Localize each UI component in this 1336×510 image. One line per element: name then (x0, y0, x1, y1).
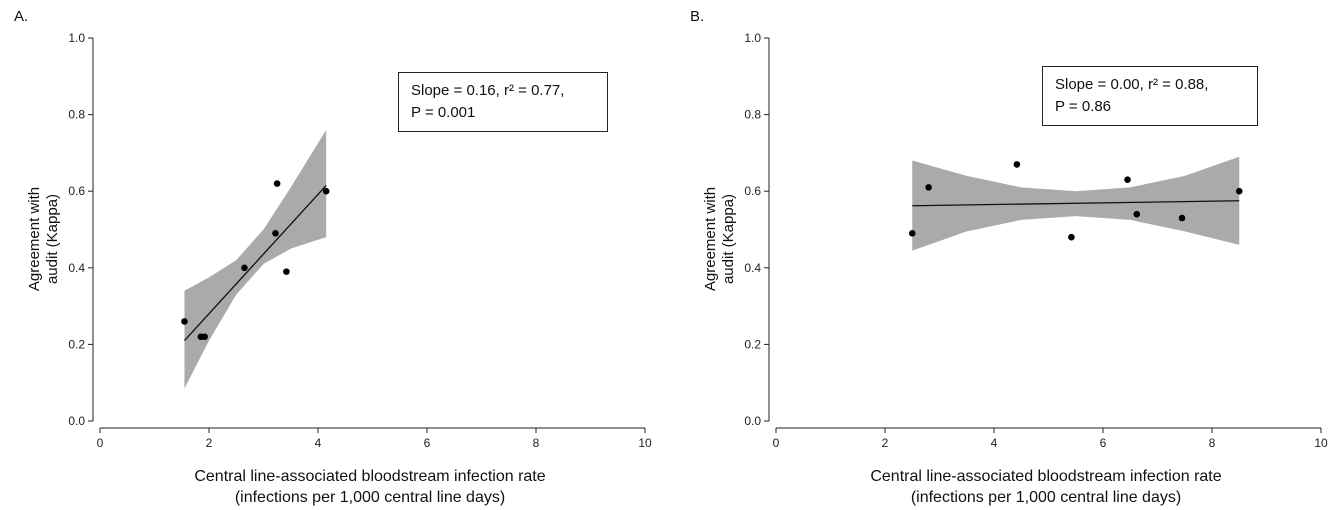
y-tick-label: 0.8 (744, 108, 761, 122)
x-tick-label: 0 (773, 436, 780, 450)
x-axis-label: Central line-associated bloodstream infe… (776, 466, 1316, 508)
y-tick-label: 0.4 (68, 261, 85, 275)
y-axis-label-line1: Agreement with (26, 186, 43, 292)
stats-line2: P = 0.86 (1055, 98, 1112, 115)
data-point (1133, 210, 1141, 218)
y-tick-label: 0.4 (744, 261, 761, 275)
x-axis-label-line1: Central line-associated bloodstream infe… (870, 468, 1222, 485)
x-tick-label: 0 (97, 436, 104, 450)
y-tick-label: 0.8 (68, 108, 85, 122)
x-tick-label: 6 (424, 436, 431, 450)
x-tick-label: 4 (315, 436, 322, 450)
y-axis-label-line2: audit (Kappa) (44, 193, 61, 285)
data-point (1235, 187, 1243, 195)
stats-line2: P = 0.001 (411, 104, 476, 121)
y-tick-label: 0.2 (68, 337, 85, 351)
x-axis-label-line2: (infections per 1,000 central line days) (910, 489, 1182, 506)
plot-svg: 0.0 0.2 0.4 0.6 0.8 1.0 0 2 4 6 8 10 (744, 31, 1328, 450)
y-tick-label: 1.0 (744, 31, 761, 45)
data-point (908, 230, 916, 237)
x-tick-label: 10 (638, 436, 652, 450)
x-axis-label-line1: Central line-associated bloodstream infe… (194, 468, 546, 485)
x-axis-label: Central line-associated bloodstream infe… (100, 466, 640, 508)
data-point (283, 268, 290, 275)
panel-label: A. (14, 8, 29, 25)
y-tick-label: 0.2 (744, 337, 761, 351)
data-point (322, 187, 330, 195)
stats-line1: Slope = 0.16, r² = 0.77, (411, 82, 565, 99)
data-point (201, 333, 208, 341)
x-tick-label: 4 (991, 436, 998, 450)
data-point (925, 184, 932, 191)
data-point (1068, 233, 1075, 241)
y-tick-label: 1.0 (68, 31, 85, 45)
x-tick-label: 10 (1314, 436, 1328, 450)
fit-line (183, 185, 327, 342)
data-point (272, 230, 279, 237)
data-point (273, 180, 281, 187)
stats-annotation: Slope = 0.16, r² = 0.77, P = 0.001 (398, 72, 608, 132)
y-tick-label: 0.6 (744, 184, 761, 198)
y-axis-label-line1: Agreement with (702, 186, 719, 292)
x-tick-label: 8 (1209, 436, 1216, 450)
panel-b: B. 0.0 0.2 0.4 0.6 0.8 1.0 0 2 4 6 8 10 Agreement w… (676, 0, 1336, 510)
panel-a: A. 0.0 0.2 0.4 0.6 0.8 1.0 0 2 4 6 8 10 Agreement w… (14, 8, 652, 508)
x-tick-label: 8 (533, 436, 540, 450)
data-point (1013, 161, 1021, 168)
y-tick-label: 0.6 (68, 184, 85, 198)
x-tick-label: 2 (882, 436, 889, 450)
data-point (181, 318, 188, 325)
y-axis-label: Agreement with audit (Kappa) (26, 119, 62, 359)
y-tick-label: 0.0 (68, 414, 85, 428)
data-point (1178, 214, 1186, 222)
data-point (241, 264, 248, 272)
x-tick-label: 2 (206, 436, 213, 450)
stats-line1: Slope = 0.00, r² = 0.88, (1055, 76, 1209, 93)
x-tick-label: 6 (1100, 436, 1107, 450)
plot-svg: 0.0 0.2 0.4 0.6 0.8 1.0 0 2 4 6 8 10 (68, 31, 652, 450)
fit-line (912, 200, 1240, 207)
y-axis-label: Agreement with audit (Kappa) (702, 119, 738, 359)
confidence-band (184, 129, 327, 389)
data-point (1124, 176, 1131, 184)
y-tick-label: 0.0 (744, 414, 761, 428)
panel-label: B. (690, 8, 705, 25)
y-axis-label-line2: audit (Kappa) (720, 193, 737, 285)
x-axis-label-line2: (infections per 1,000 central line days) (234, 489, 506, 506)
stats-annotation: Slope = 0.00, r² = 0.88, P = 0.86 (1042, 66, 1258, 126)
